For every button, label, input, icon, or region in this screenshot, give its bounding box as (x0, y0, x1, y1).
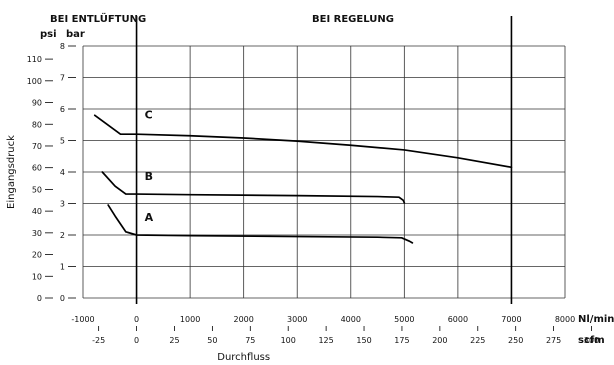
x-tick-nlmin: 6000 (448, 315, 468, 324)
y-tick-bar: 8 (60, 42, 65, 51)
y-tick-psi: 30 (32, 229, 42, 238)
header-right: BEI REGELUNG (312, 14, 394, 25)
x-tick-nlmin: 4000 (341, 315, 361, 324)
x-tick-scfm: 300 (584, 336, 599, 345)
x-tick-scfm: 100 (281, 336, 296, 345)
y-tick-bar: 7 (60, 74, 65, 83)
x-tick-scfm: -25 (92, 336, 105, 345)
series-line-c (93, 114, 513, 169)
y-tick-bar: 2 (60, 231, 65, 240)
y-tick-psi: 20 (32, 251, 42, 260)
y-tick-psi: 40 (32, 207, 42, 216)
x-tick-scfm: 250 (508, 336, 523, 345)
x-tick-scfm: 0 (134, 336, 139, 345)
y-tick-bar: 5 (60, 137, 65, 146)
x-tick-nlmin: 2000 (233, 315, 253, 324)
y-tick-psi: 90 (32, 99, 42, 108)
series-label-c: C (145, 108, 153, 121)
series-line-a (107, 204, 414, 244)
x-tick-nlmin: 8000 (555, 315, 575, 324)
series-label-b: B (145, 170, 153, 183)
series-label-a: A (145, 211, 154, 224)
header-left: BEI ENTLÜFTUNG (50, 11, 146, 25)
series-line-b (101, 171, 406, 204)
unit-bar: bar (66, 29, 85, 40)
x-tick-scfm: 25 (169, 336, 179, 345)
unit-scfm: scfm (578, 335, 605, 346)
y-tick-bar: 6 (60, 105, 65, 114)
y-tick-psi: 70 (32, 142, 42, 151)
x-tick-nlmin: 3000 (287, 315, 307, 324)
x-tick-nlmin: 5000 (394, 315, 414, 324)
x-tick-nlmin: -1000 (71, 315, 94, 324)
x-tick-scfm: 275 (546, 336, 561, 345)
x-tick-scfm: 50 (207, 336, 217, 345)
series-lines (93, 114, 513, 244)
x-tick-nlmin: 0 (134, 315, 139, 324)
x-axis-title: Durchfluss (217, 352, 270, 363)
y-tick-bar: 4 (60, 168, 65, 177)
y-tick-psi: 110 (27, 55, 42, 64)
x-tick-nlmin: 1000 (180, 315, 200, 324)
x-tick-scfm: 75 (245, 336, 255, 345)
unit-nlmin: Nl/min (578, 314, 614, 325)
y-tick-bar: 3 (60, 200, 65, 209)
x-tick-scfm: 150 (356, 336, 371, 345)
y-tick-bar: 0 (60, 294, 65, 303)
y-tick-psi: 50 (32, 185, 42, 194)
x-tick-scfm: 125 (318, 336, 333, 345)
y-tick-psi: 80 (32, 120, 42, 129)
x-tick-scfm: 175 (394, 336, 409, 345)
unit-psi: psi (40, 29, 57, 40)
x-tick-scfm: 200 (432, 336, 447, 345)
y-tick-bar: 1 (60, 263, 65, 272)
y-tick-psi: 60 (32, 164, 42, 173)
y-tick-psi: 100 (27, 77, 42, 86)
x-tick-nlmin: 7000 (501, 315, 521, 324)
x-tick-scfm: 225 (470, 336, 485, 345)
grid-lines (82, 45, 566, 299)
y-tick-psi: 0 (37, 294, 42, 303)
axes (45, 16, 592, 331)
y-axis-title: Eingangsdruck (6, 135, 17, 209)
y-tick-psi: 10 (32, 272, 42, 281)
